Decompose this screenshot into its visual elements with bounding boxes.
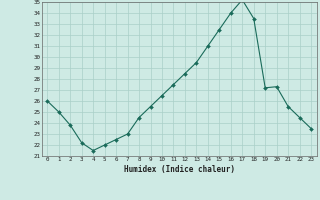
X-axis label: Humidex (Indice chaleur): Humidex (Indice chaleur) bbox=[124, 165, 235, 174]
